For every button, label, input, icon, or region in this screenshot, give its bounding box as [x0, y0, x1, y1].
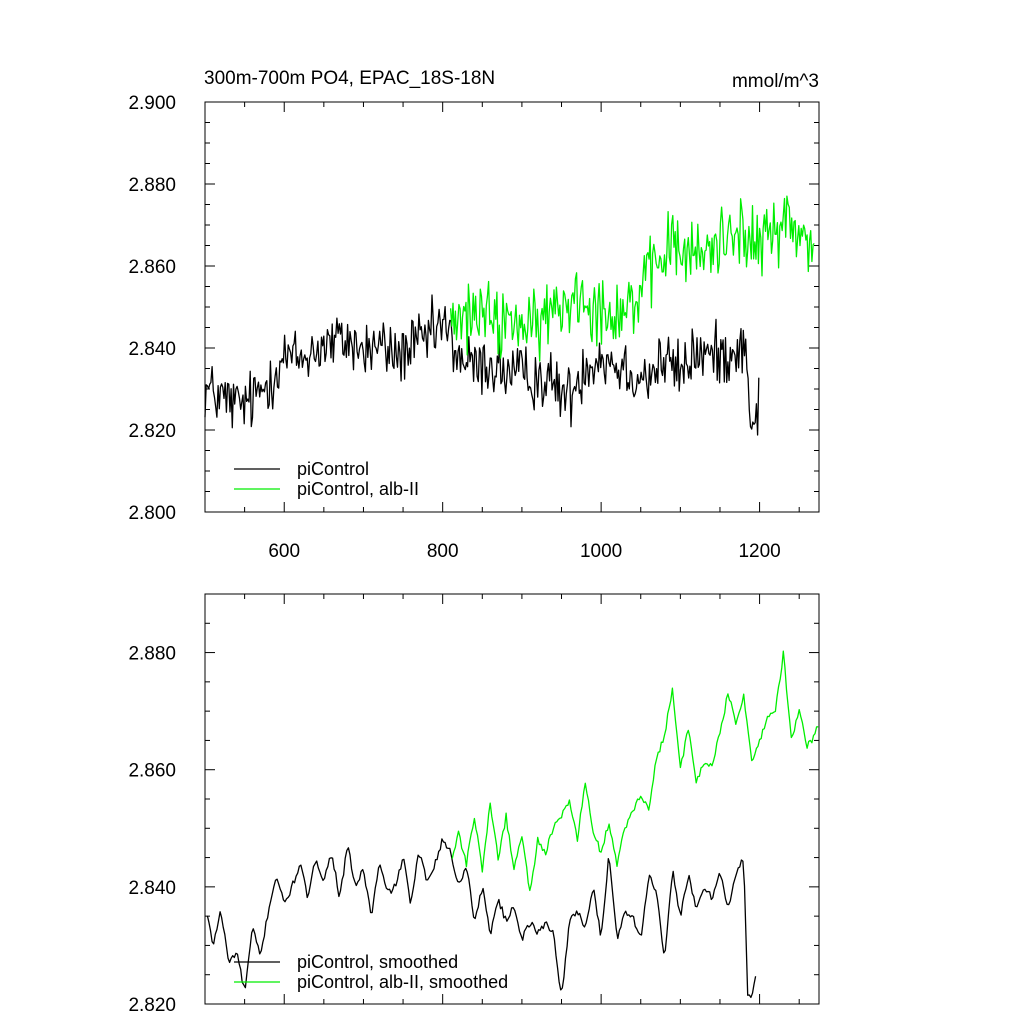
series-line-control [204, 294, 760, 436]
y-tick-label: 2.840 [128, 339, 176, 360]
legend-label: piControl, alb-II [297, 479, 419, 499]
series-line-control [206, 838, 757, 999]
series-line-experiment [449, 195, 815, 362]
y-tick-label: 2.900 [128, 93, 176, 114]
plot-frame [204, 101, 820, 513]
y-tick-label: 2.820 [128, 421, 176, 442]
legend-label: piControl [297, 459, 369, 479]
y-tick-label: 2.800 [128, 503, 176, 524]
series-line-experiment [451, 650, 819, 892]
top-panel: 2.800 2.820 2.840 2.860 2.880 2.900 600 800 1000… [128, 93, 820, 562]
y-tick-label: 2.880 [128, 644, 176, 665]
x-tick-label: 600 [268, 541, 300, 562]
x-tick-label: 1200 [738, 541, 780, 562]
x-tick-label: 1000 [580, 541, 622, 562]
legend-label: piControl, smoothed [297, 952, 458, 972]
chart-title: 300m-700m PO4, EPAC_18S-18N [204, 68, 495, 89]
x-tick-label: 800 [427, 541, 459, 562]
units-label: mmol/m^3 [732, 71, 819, 92]
y-tick-label: 2.880 [128, 175, 176, 196]
plot-frame [204, 593, 820, 1005]
legend-label: piControl, alb-II, smoothed [297, 972, 508, 992]
y-tick-label: 2.820 [128, 995, 176, 1016]
bottom-panel: 2.820 2.840 2.860 2.880 piControl, smoothedp… [128, 593, 820, 1016]
y-tick-label: 2.860 [128, 761, 176, 782]
y-tick-label: 2.860 [128, 257, 176, 278]
y-tick-label: 2.840 [128, 878, 176, 899]
